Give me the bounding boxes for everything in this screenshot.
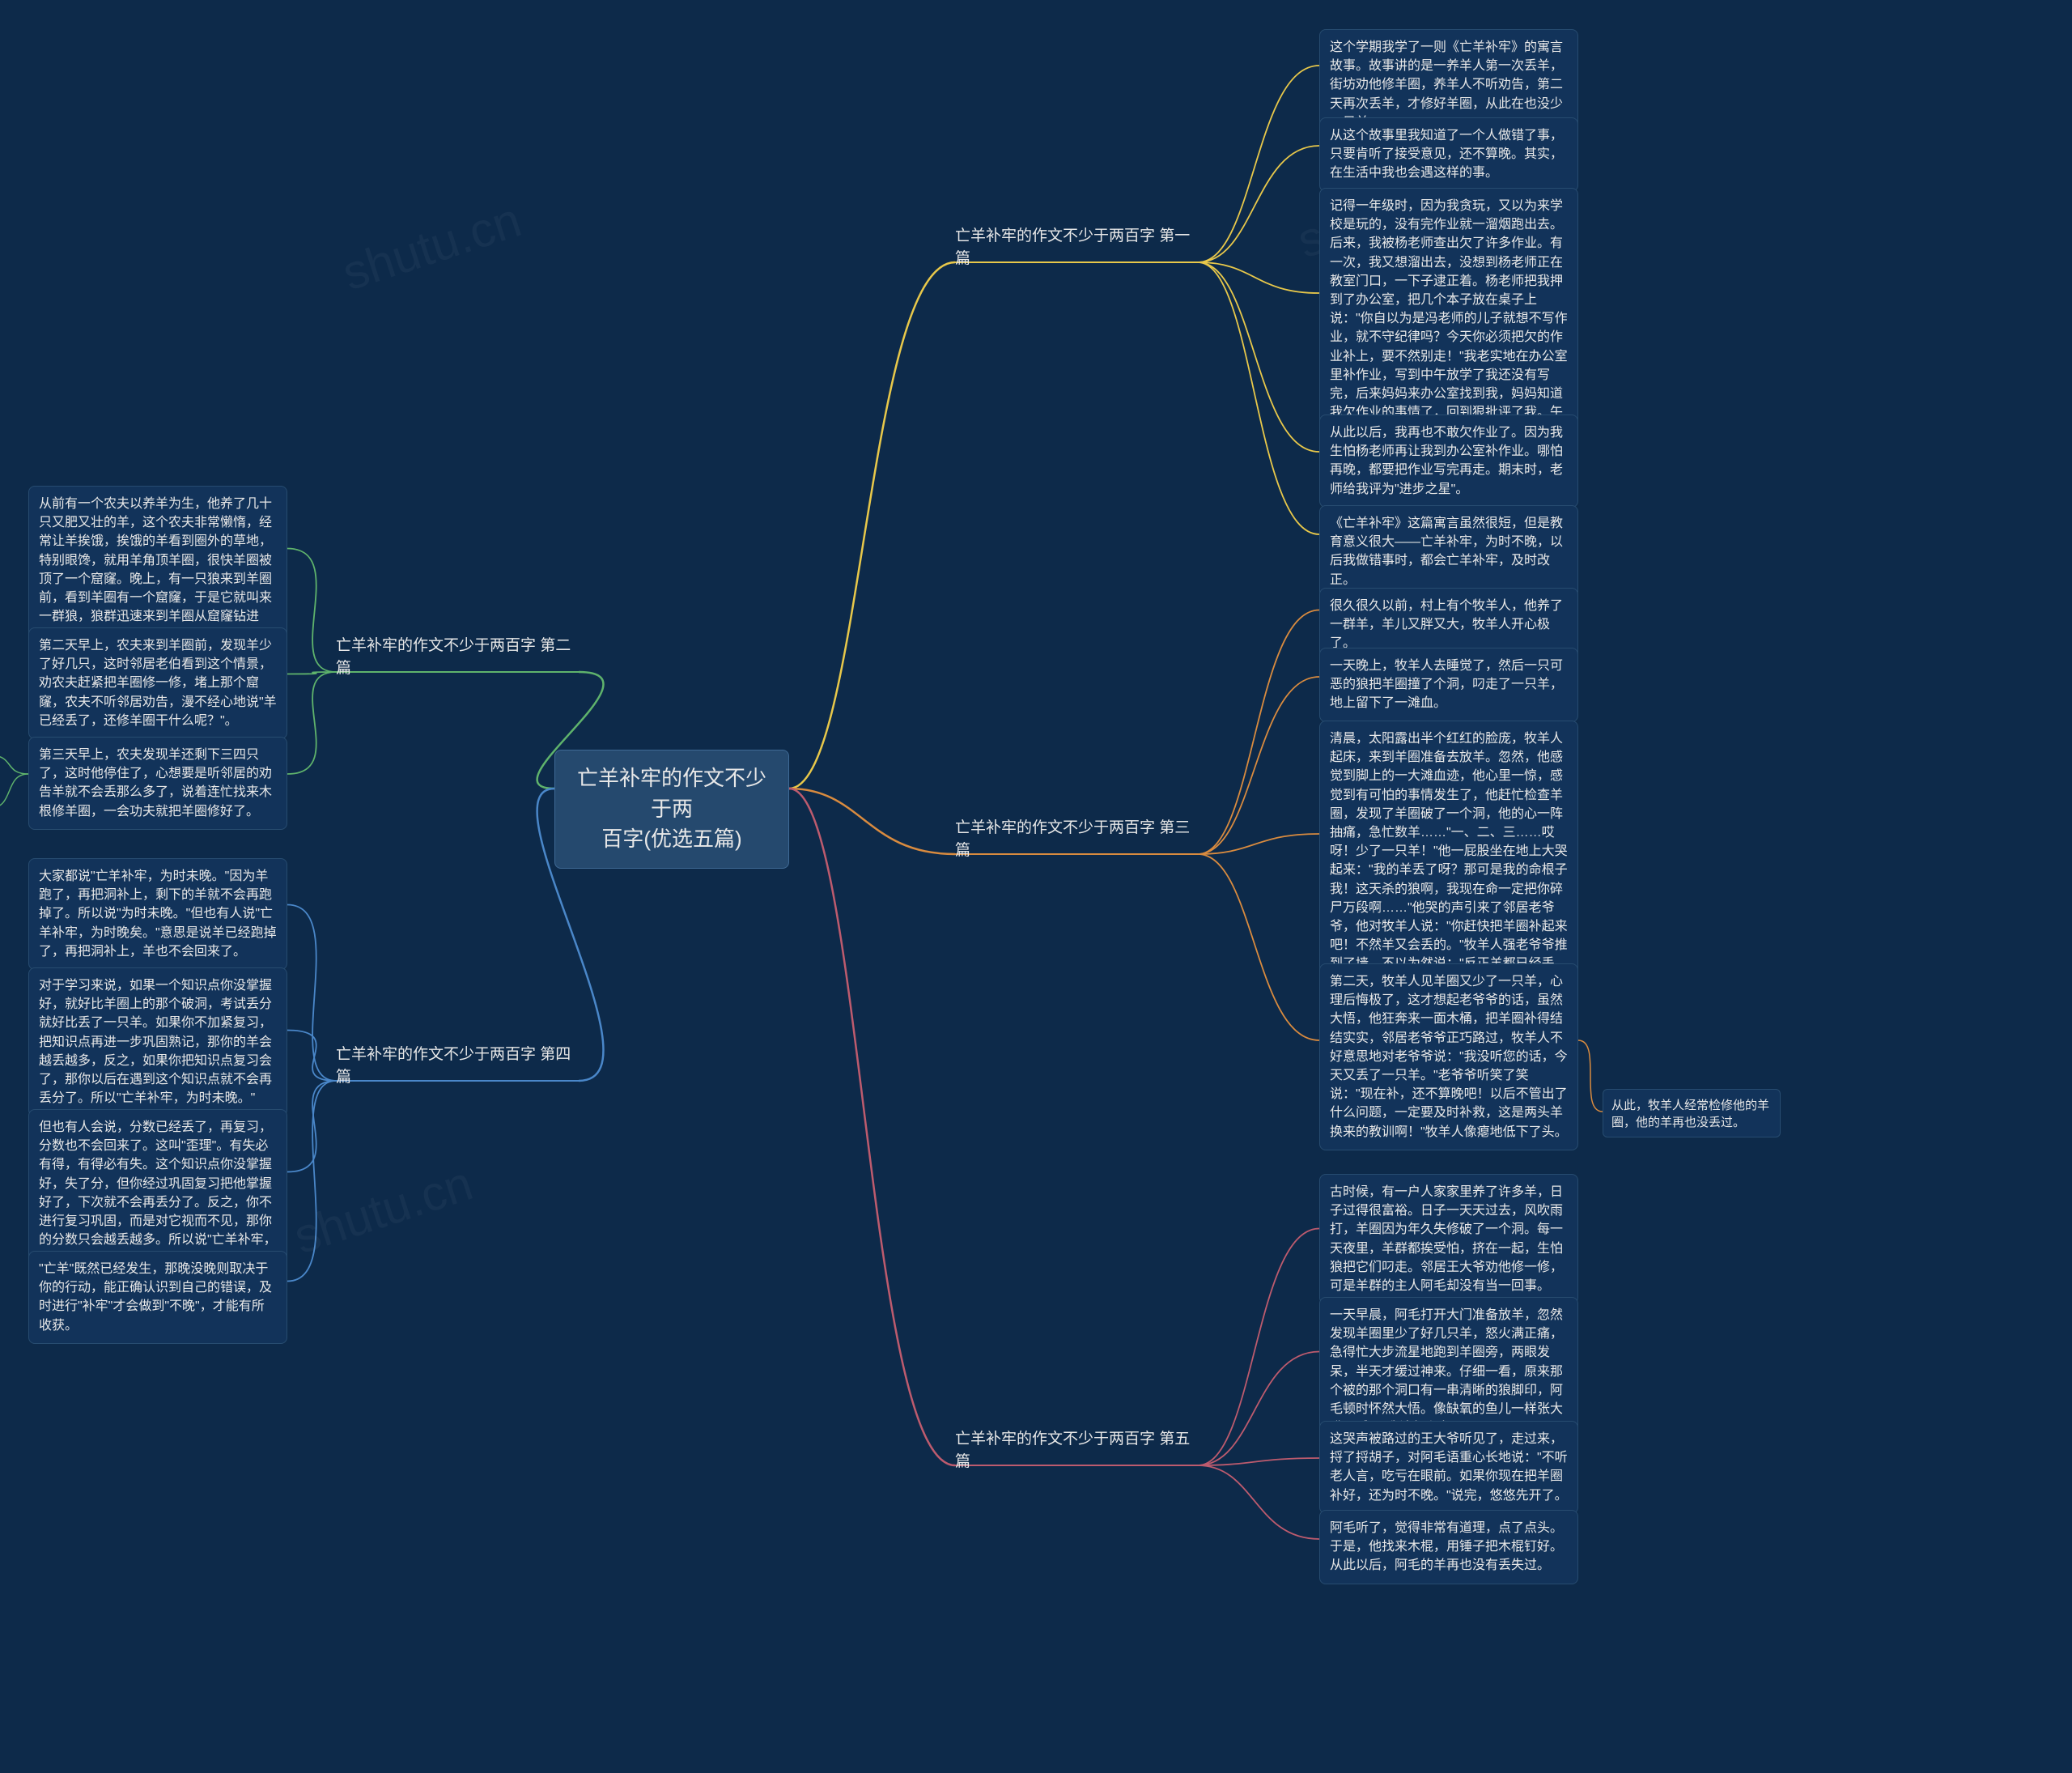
tail-node: 从此，牧羊人经常检修他的羊圈，他的羊再也没丢过。 xyxy=(1603,1089,1781,1137)
branch-label: 亡羊补牢的作文不少于两百字 第一 篇 xyxy=(955,222,1206,273)
leaf-node: 第二天，牧羊人见羊圈又少了一只羊，心理后悔极了，这才想起老爷爷的话，虽然大悟，他… xyxy=(1319,963,1578,1150)
leaf-node: 大家都说"亡羊补牢，为时未晚。"因为羊跑了，再把洞补上，剩下的羊就不会再跑掉了。… xyxy=(28,858,287,970)
branch-label: 亡羊补牢的作文不少于两百字 第三 篇 xyxy=(955,814,1206,865)
watermark: shutu.cn xyxy=(336,192,528,302)
leaf-node: 第二天早上，农夫来到羊圈前，发现羊少了好几只，这时邻居老伯看到这个情景，劝农夫赶… xyxy=(28,627,287,739)
leaf-node: 一天晚上，牧羊人去睡觉了，然后一只可恶的狼把羊圈撞了个洞，叼走了一只羊，地上留下… xyxy=(1319,648,1578,722)
leaf-node: 从此以后，我再也不敢欠作业了。因为我生怕杨老师再让我到办公室补作业。哪怕再晚，都… xyxy=(1319,415,1578,508)
leaf-node: 阿毛听了，觉得非常有道理，点了点头。于是，他找来木棍，用锤子把木棍钉好。从此以后… xyxy=(1319,1510,1578,1584)
branch-label: 亡羊补牢的作文不少于两百字 第四 篇 xyxy=(336,1040,587,1091)
leaf-node: 从这个故事里我知道了一个人做错了事，只要肯听了接受意见，还不算晚。其实，在生活中… xyxy=(1319,117,1578,192)
leaf-node: 对于学习来说，如果一个知识点你没掌握好，就好比羊圈上的那个破洞，考试丢分就好比丢… xyxy=(28,967,287,1116)
root-node: 亡羊补牢的作文不少于两 百字(优选五篇) xyxy=(554,750,789,869)
leaf-node: 这哭声被路过的王大爷听见了，走过来，捋了捋胡子，对阿毛语重心长地说："不听老人言… xyxy=(1319,1421,1578,1514)
leaf-node: 古时候，有一户人家家里养了许多羊，日子过得很富裕。日子一天天过去，风吹雨打，羊圈… xyxy=(1319,1174,1578,1304)
branch-label: 亡羊补牢的作文不少于两百字 第五 篇 xyxy=(955,1425,1206,1476)
leaf-node: 第三天早上，农夫发现羊还剩下三四只了，这时他停住了，心想要是听邻居的劝告羊就不会… xyxy=(28,737,287,830)
leaf-node: "亡羊"既然已经发生，那晚没晚则取决于你的行动，能正确认识到自己的错误，及时进行… xyxy=(28,1251,287,1344)
branch-label: 亡羊补牢的作文不少于两百字 第二 篇 xyxy=(336,631,587,682)
leaf-node: 《亡羊补牢》这篇寓言虽然很短，但是教育意义很大——亡羊补牢，为时不晚，以后我做错… xyxy=(1319,505,1578,598)
watermark: shutu.cn xyxy=(287,1155,479,1265)
